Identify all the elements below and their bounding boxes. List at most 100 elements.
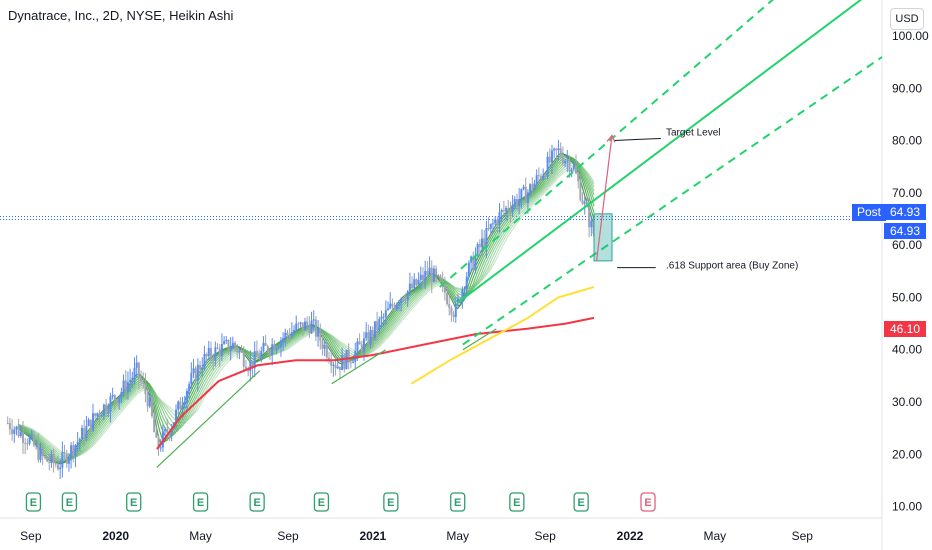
target-level-label: Target Level [666, 127, 720, 138]
candle-body [537, 175, 540, 177]
candle-body [400, 298, 403, 304]
currency-button[interactable]: USD [890, 8, 924, 30]
trendline[interactable] [331, 349, 387, 385]
candle-body [478, 244, 481, 248]
trendline[interactable] [462, 328, 497, 351]
candle-body [518, 198, 521, 206]
candle-body [303, 321, 306, 331]
candle-body [384, 310, 387, 317]
earnings-marker-label: E [130, 497, 137, 509]
x-tick-label: 2021 [360, 529, 387, 543]
earnings-marker[interactable] [192, 492, 209, 512]
buy-zone-box[interactable] [593, 213, 613, 262]
candle-body [367, 332, 370, 345]
candle-body [494, 219, 497, 224]
earnings-marker[interactable] [61, 492, 78, 512]
candle-body [15, 426, 18, 430]
trendline[interactable] [156, 370, 261, 468]
candle-body [456, 298, 459, 304]
candle-body [426, 271, 429, 276]
candle-body [111, 395, 114, 397]
ma-ribbon-line [17, 156, 595, 463]
candle-body [439, 275, 442, 281]
candle-body [553, 148, 556, 151]
candle-body [260, 351, 263, 360]
earnings-marker-label: E [454, 497, 461, 509]
candle-body [511, 204, 514, 213]
candle-body [402, 298, 405, 301]
candle-body [308, 325, 311, 334]
earnings-marker[interactable] [249, 492, 265, 512]
ma-ribbon-line [17, 158, 595, 461]
candle-body [234, 342, 237, 347]
y-tick-label: 100.00 [892, 29, 929, 43]
candle-body [380, 316, 383, 319]
earnings-marker[interactable] [640, 492, 656, 512]
candle-body [190, 373, 193, 385]
candle-body [155, 432, 158, 438]
target-leader-line [614, 137, 661, 141]
candle-body [201, 367, 204, 370]
earnings-marker-label: E [66, 497, 73, 509]
candle-body [548, 156, 551, 163]
candle-body [244, 366, 247, 370]
candle-body [81, 427, 84, 439]
candle-body [59, 467, 62, 470]
candle-body [295, 323, 298, 331]
target-arrow-head [606, 134, 616, 143]
candle-body [513, 199, 516, 205]
channel-upper-line[interactable] [439, 0, 882, 288]
candle-body [255, 351, 258, 357]
candle-body [277, 347, 280, 349]
earnings-marker[interactable] [450, 492, 466, 512]
earnings-marker[interactable] [573, 492, 589, 512]
candle-body [100, 415, 103, 417]
candle-body [72, 445, 75, 456]
candle-body [212, 357, 215, 361]
candle-body [35, 444, 38, 446]
candle-body [39, 448, 42, 460]
candle-body [30, 434, 33, 438]
candle-body [369, 330, 372, 345]
candle-body [50, 453, 53, 463]
target-arrow[interactable] [595, 135, 613, 261]
channel-lower-line[interactable] [462, 56, 883, 346]
candle-body [32, 434, 35, 446]
candle-body [395, 304, 398, 310]
earnings-marker[interactable] [313, 492, 330, 512]
earnings-marker[interactable] [25, 492, 42, 512]
candle-body [19, 431, 22, 437]
candle-body [146, 393, 149, 407]
candle-body [188, 384, 191, 391]
candle-body [183, 401, 186, 406]
candle-body [238, 350, 241, 353]
earnings-marker[interactable] [509, 492, 525, 512]
ma-ribbon-line [17, 163, 595, 458]
earnings-marker[interactable] [383, 492, 399, 512]
candle-body [67, 457, 70, 464]
y-tick-label: 30.00 [892, 395, 922, 409]
candle-body [8, 423, 11, 430]
candle-body [450, 307, 453, 315]
candle-body [404, 300, 407, 302]
candle-body [485, 227, 488, 247]
candle-body [465, 276, 468, 289]
earnings-marker[interactable] [126, 492, 142, 512]
channel-mid-line[interactable] [457, 0, 882, 304]
candle-body [124, 380, 127, 392]
candle-body [150, 396, 153, 417]
earnings-marker-label: E [577, 497, 584, 509]
candle-body [544, 175, 547, 177]
post-market-label: Post [852, 204, 887, 221]
candle-body [91, 413, 94, 431]
candle-body [487, 227, 490, 229]
earnings-marker-label: E [30, 497, 37, 509]
candle-body [6, 422, 9, 424]
candle-body [28, 437, 31, 444]
candle-body [496, 219, 499, 225]
ma-price-tag: 46.10 [884, 321, 926, 337]
candle-body [352, 361, 355, 363]
candle-body [507, 207, 510, 211]
candle-body [122, 380, 125, 392]
